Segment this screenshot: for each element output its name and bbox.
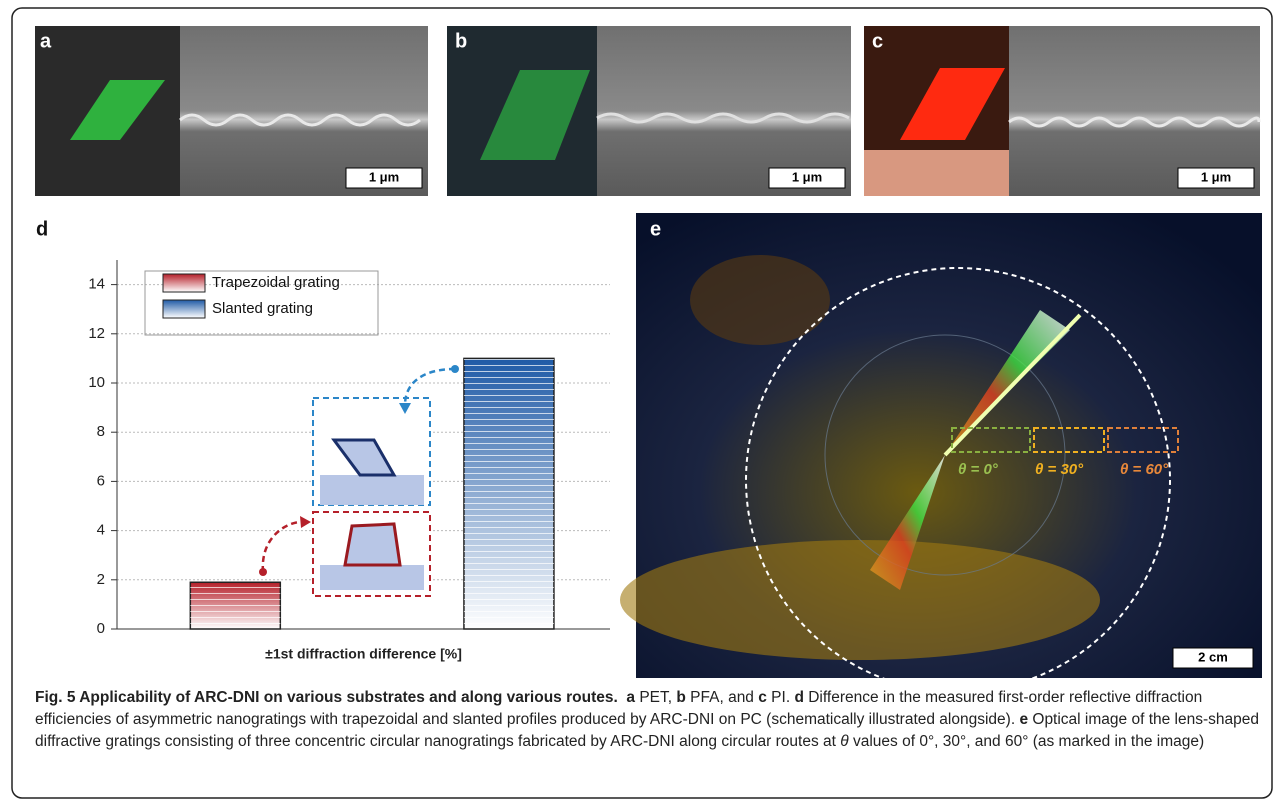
y-tick-label: 2 <box>97 571 105 588</box>
angle-label: θ = 30° <box>1035 461 1084 478</box>
caption-letter: c <box>758 689 767 706</box>
arrow <box>263 522 305 572</box>
panel-e: θ = 0° θ = 30° θ = 60° e 2 cm <box>620 213 1262 692</box>
x-axis-label: ±1st diffraction difference [%] <box>265 646 462 662</box>
caption-letter: a <box>626 689 635 706</box>
bar-stripes <box>190 582 280 629</box>
angle-label: θ = 0° <box>958 461 999 478</box>
schematics <box>259 365 459 596</box>
caption-title: Fig. 5 Applicability of ARC-DNI on vario… <box>35 689 618 706</box>
panel-letter: a <box>40 30 52 52</box>
caption-text: PFA, and <box>686 689 758 706</box>
caption: Fig. 5 Applicability of ARC-DNI on vario… <box>35 687 1267 753</box>
inset-base <box>320 565 424 590</box>
y-tick-label: 6 <box>97 472 105 489</box>
caption-symbol: θ <box>840 733 848 750</box>
caption-letter: d <box>794 689 803 706</box>
y-tick-label: 14 <box>88 276 105 293</box>
y-tick-label: 12 <box>88 325 105 342</box>
y-tick-label: 10 <box>88 374 105 391</box>
legend-swatch <box>163 274 205 292</box>
y-tick-label: 4 <box>97 522 105 539</box>
arrow-dot <box>451 365 459 373</box>
photo-detail <box>620 540 1100 660</box>
panel-letter: d <box>36 218 48 240</box>
decoration: θ = 0° θ = 30° θ = 60° <box>958 461 1169 478</box>
caption-text: values of 0°, 30°, and 60° (as marked in… <box>849 733 1204 750</box>
legend-swatch <box>163 300 205 318</box>
scale-bar-label: 1 μm <box>1201 169 1231 184</box>
legend-label: Slanted grating <box>212 300 313 317</box>
y-tick-label: 8 <box>97 423 105 440</box>
angle-label: θ = 60° <box>1120 461 1169 478</box>
arrow-head <box>300 516 311 528</box>
scale-bar-label: 2 cm <box>1198 649 1228 664</box>
legend-label: Trapezoidal grating <box>212 274 340 291</box>
panel-letter: b <box>455 30 467 52</box>
caption-letter: e <box>1019 711 1028 728</box>
panel-letter: e <box>650 218 661 240</box>
caption-text: PI. <box>767 689 795 706</box>
scale-bar-label: 1 μm <box>369 169 399 184</box>
scale-bar-label: 1 μm <box>792 169 822 184</box>
caption-text: PET, <box>635 689 676 706</box>
trapezoid-profile <box>345 524 400 565</box>
caption-letter: b <box>676 689 685 706</box>
panel-letter: c <box>872 30 883 52</box>
page: a b c d 1 μm 1 μm 1 μm θ = 0° θ = 30° θ … <box>0 0 1282 808</box>
photo-detail <box>690 255 830 345</box>
bar-stripes <box>464 358 554 629</box>
arrow-dot <box>259 568 267 576</box>
substrate <box>864 150 1009 196</box>
y-tick-label: 0 <box>97 620 105 637</box>
inset-base <box>320 475 424 505</box>
